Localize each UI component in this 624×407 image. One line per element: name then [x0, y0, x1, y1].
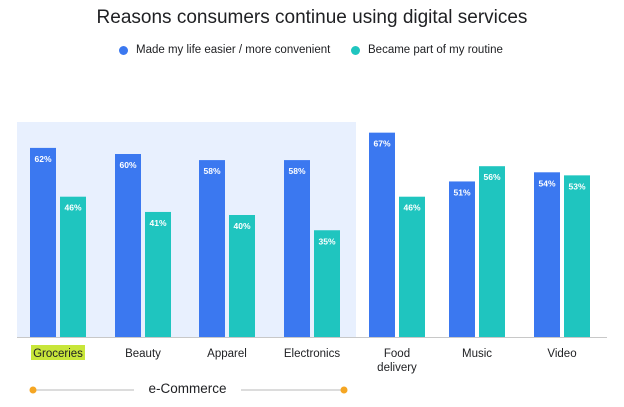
tick-label-apparel: Apparel: [207, 348, 247, 360]
tick-label-electronics: Electronics: [284, 348, 340, 360]
highlight-groceries: [31, 345, 85, 360]
data-label-electronics-series-1: 58%: [288, 166, 305, 176]
tick-label-groceries: Groceries: [33, 348, 83, 360]
legend-item-routine: Became part of my routine: [351, 44, 503, 56]
data-label-video-series-1: 54%: [538, 178, 555, 188]
tick-label-video: Video: [547, 348, 576, 360]
legend-item-convenient: Made my life easier / more convenient: [119, 44, 330, 56]
bar-video-series-2: [564, 175, 590, 337]
legend-swatch-convenient: [119, 45, 128, 55]
chart-title: Reasons consumers continue using digital…: [96, 7, 528, 28]
bar-music-series-2: [479, 166, 505, 337]
bar-groceries-series-1: [30, 147, 56, 337]
legend-label-convenient: Made my life easier / more convenient: [136, 44, 331, 56]
data-label-groceries-series-2: 46%: [64, 203, 81, 213]
bar-music-series-1: [449, 181, 475, 337]
group-label-ecommerce: e-Commerce: [135, 381, 240, 396]
data-label-apparel-series-1: 58%: [203, 166, 220, 176]
tick-label-beauty: Beauty: [125, 348, 161, 360]
group-bracket-start-dot: [29, 386, 37, 394]
data-label-groceries-series-1: 62%: [34, 154, 51, 164]
data-label-electronics-series-2: 35%: [318, 236, 335, 246]
bar-beauty-series-2: [145, 211, 171, 337]
bar-electronics-series-2: [314, 230, 340, 337]
legend-label-routine: Became part of my routine: [368, 44, 503, 56]
data-label-beauty-series-1: 60%: [119, 160, 136, 170]
group-bracket-end-dot: [340, 386, 348, 394]
data-label-apparel-series-2: 40%: [233, 221, 250, 231]
bar-apparel-series-1: [199, 160, 225, 337]
bar-video-series-1: [534, 172, 560, 337]
bar-beauty-series-1: [115, 154, 141, 337]
bar-food-delivery-series-1: [369, 132, 395, 337]
data-label-food-delivery-series-1: 67%: [373, 139, 390, 149]
data-label-food-delivery-series-2: 46%: [403, 203, 420, 213]
tick-label-music: Music: [462, 348, 492, 360]
data-label-beauty-series-2: 41%: [149, 218, 166, 228]
bar-groceries-series-2: [60, 196, 86, 337]
data-label-video-series-2: 53%: [568, 181, 585, 191]
data-label-music-series-2: 56%: [483, 172, 500, 182]
legend-swatch-routine: [351, 45, 360, 55]
data-label-music-series-1: 51%: [453, 187, 470, 197]
bar-apparel-series-2: [229, 215, 255, 337]
legend: Made my life easier / more convenient Be…: [0, 44, 624, 60]
bar-food-delivery-series-2: [399, 196, 425, 337]
bar-electronics-series-1: [284, 160, 310, 337]
tick-label-food-delivery: Food delivery: [377, 348, 417, 374]
